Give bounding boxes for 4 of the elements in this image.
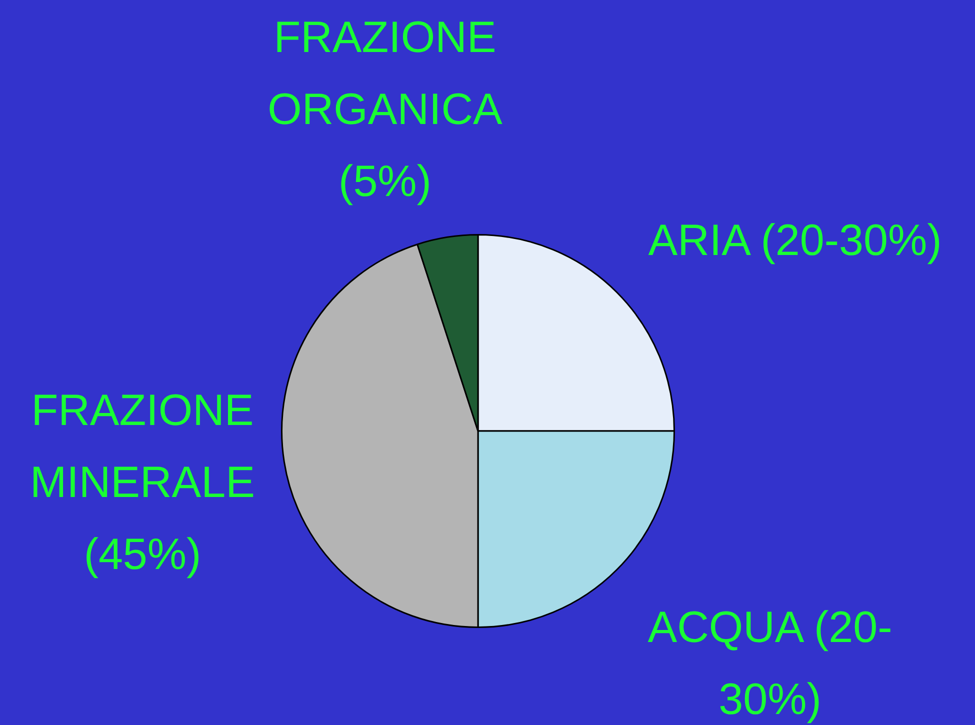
- slice-label: ARIA (20-30%): [647, 215, 943, 267]
- slice-label: FRAZIONE ORGANICA (5%): [266, 12, 504, 208]
- slice-label: ACQUA (20-30%): [646, 602, 894, 725]
- slice-label: FRAZIONE MINERALE (45%): [29, 385, 256, 581]
